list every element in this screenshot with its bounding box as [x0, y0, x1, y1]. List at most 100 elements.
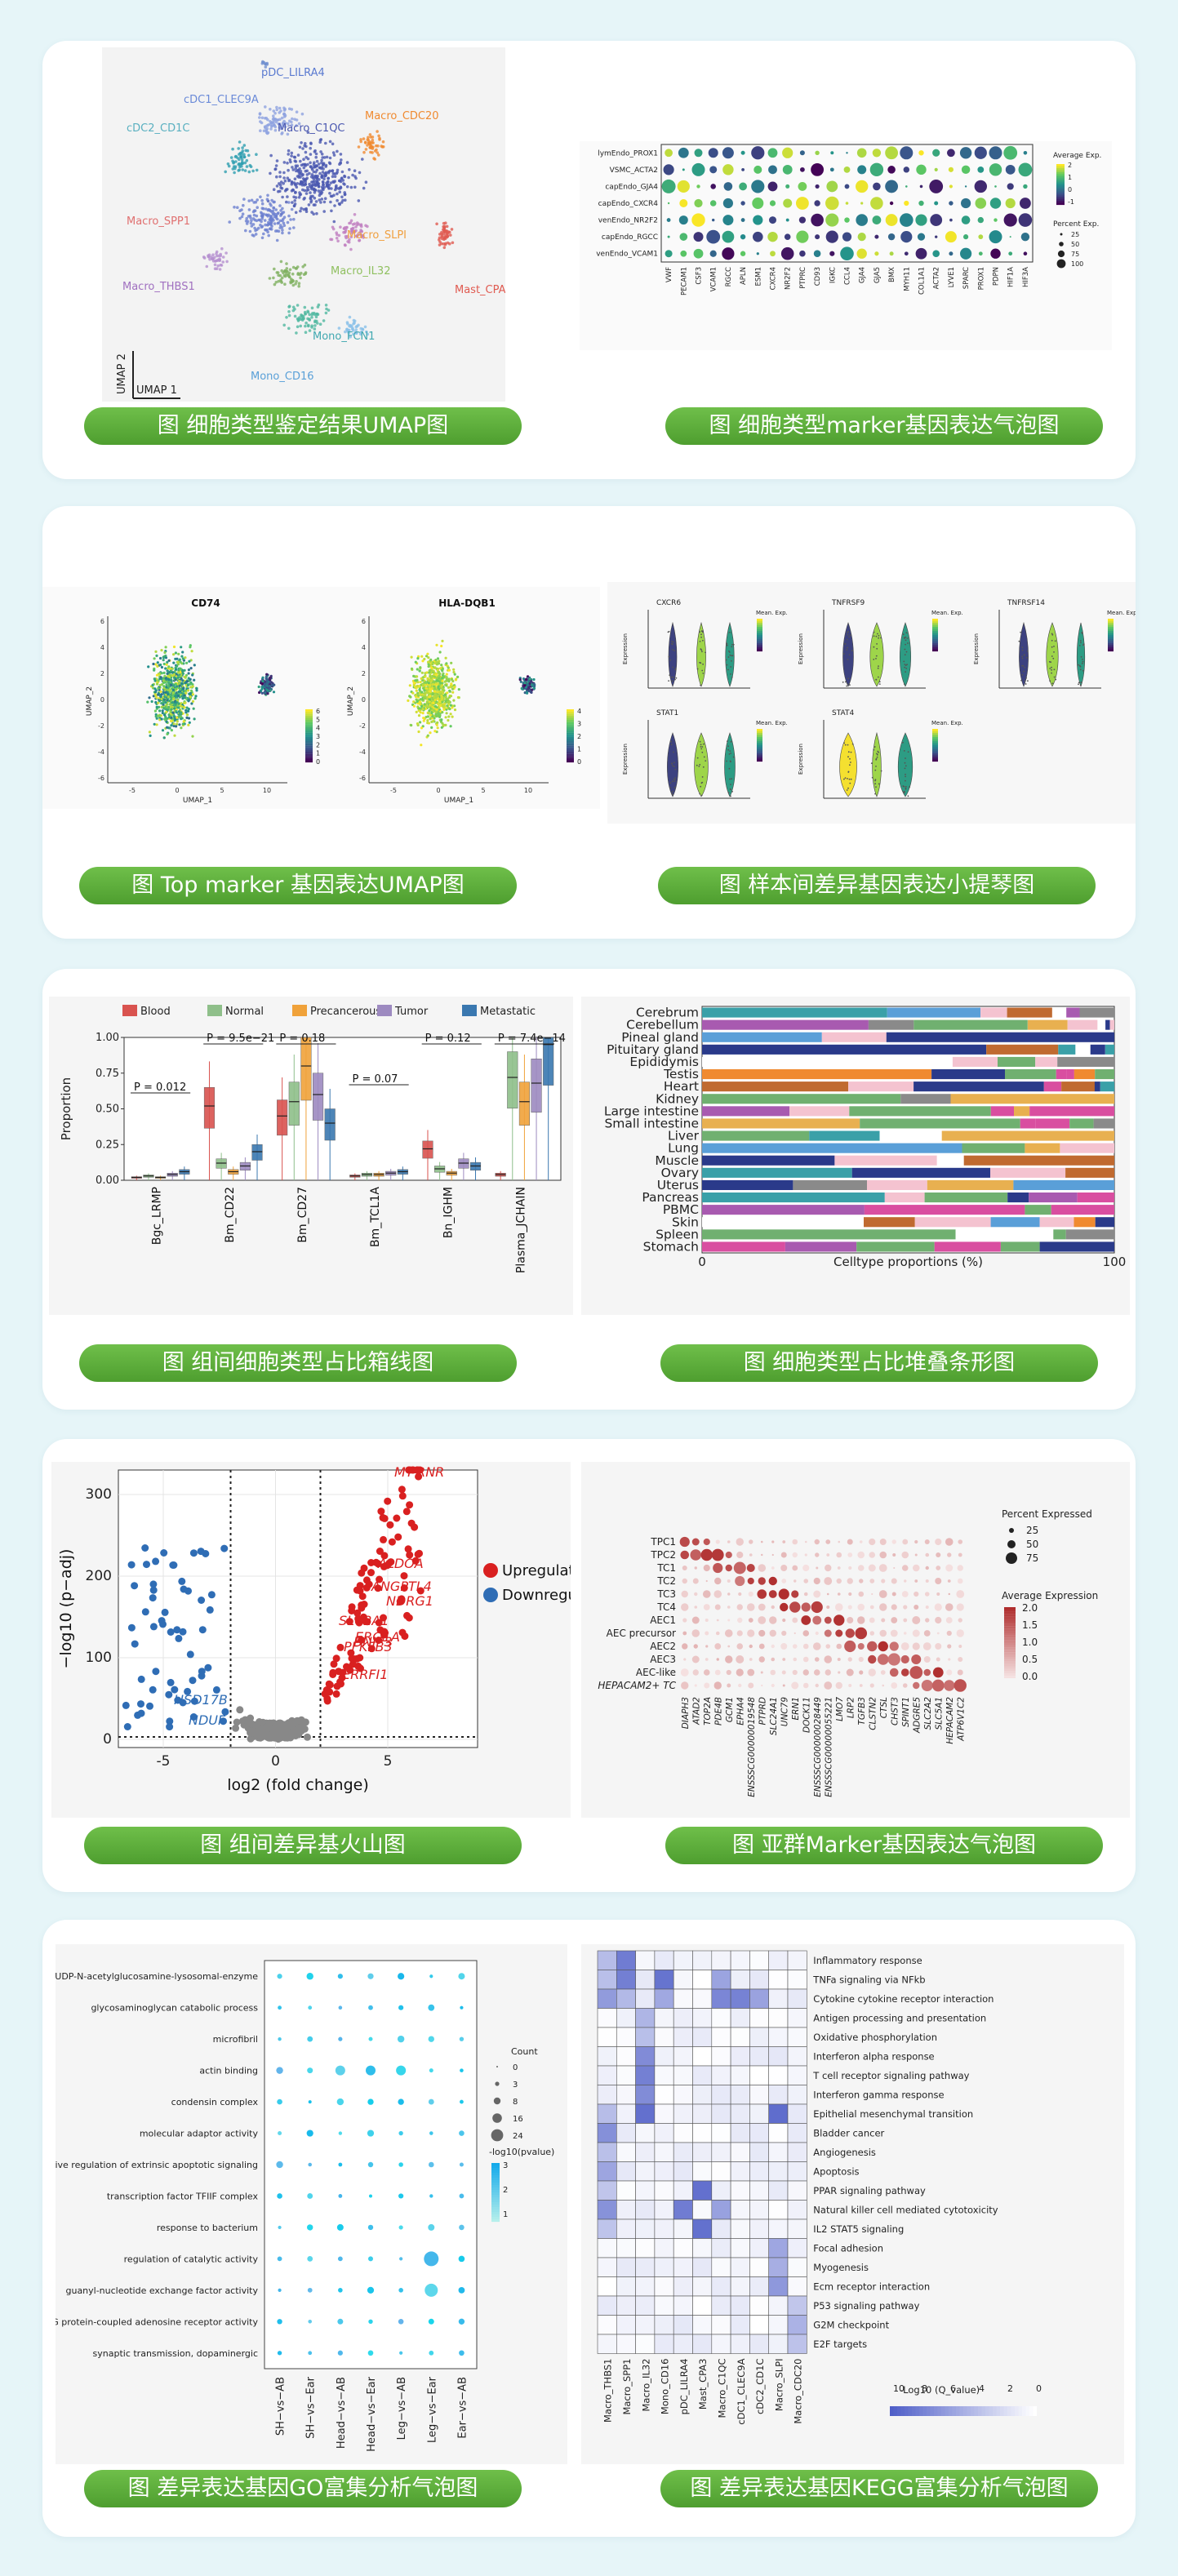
- box-rect: [203, 1087, 216, 1129]
- umap-cell-point: [304, 183, 307, 186]
- violin-point: [730, 666, 732, 668]
- volcano-x-tick: 5: [384, 1753, 393, 1770]
- umap-cell-point: [264, 65, 268, 69]
- umap-cell-point: [372, 157, 376, 160]
- box-rect: [324, 1108, 336, 1141]
- bubble-dot: [680, 250, 687, 257]
- bubble2-legend-gradient: [1004, 1637, 1016, 1641]
- feature-y-tick: 2: [362, 670, 366, 677]
- box-rect: [531, 1059, 542, 1113]
- kegg-cell: [730, 1950, 750, 1970]
- umap-cell-point: [353, 169, 357, 172]
- feature-cell-point: [154, 694, 158, 697]
- bubble2-dot: [682, 1566, 687, 1570]
- bubble2-dot: [826, 1592, 829, 1596]
- bubble-dot: [677, 180, 690, 193]
- kegg-cell: [635, 2161, 656, 2182]
- feature-scale-gradient: [305, 747, 313, 750]
- umap-cell-point: [224, 170, 227, 174]
- feature-cell-point: [441, 677, 444, 680]
- umap-cell-point: [247, 199, 251, 202]
- feature-cell-point: [152, 662, 155, 666]
- volcano-point: [178, 1577, 186, 1585]
- feature-x-tick: -5: [390, 787, 397, 794]
- bubble2-dot: [957, 1669, 963, 1676]
- umap-cell-point: [285, 267, 289, 270]
- bubble-row-label: lymEndo_PROX1: [598, 149, 658, 158]
- violin-point: [875, 757, 878, 760]
- go-dot: [459, 2350, 465, 2356]
- go-legend-gradient: [491, 2180, 500, 2183]
- violin-point: [671, 676, 673, 678]
- umap-cell-point: [300, 180, 304, 184]
- umap-cell-point: [291, 280, 294, 284]
- volcano-point: [173, 1626, 181, 1634]
- bubble2-dot: [771, 1683, 775, 1688]
- violin-shape: [897, 732, 914, 797]
- bubble-dot: [949, 251, 954, 256]
- go-legend-gradient: [491, 2212, 500, 2215]
- feature-cell-point: [414, 660, 417, 664]
- feature-cell-point: [160, 697, 163, 701]
- stack-plot-area: [701, 1006, 1115, 1254]
- umap-cell-point: [335, 171, 339, 175]
- umap-cell-point: [242, 203, 245, 207]
- umap-cell-point: [243, 161, 247, 165]
- kegg-cell: [711, 2295, 731, 2316]
- umap-cluster-label: Mono_CD16: [251, 371, 314, 383]
- violin-y-label: Expression: [622, 744, 629, 775]
- stack-segment: [793, 1179, 867, 1190]
- violin-point: [1051, 646, 1053, 648]
- violin-point: [849, 764, 851, 766]
- umap-cell-point: [295, 280, 298, 283]
- violin-point: [878, 634, 880, 637]
- violin-point: [1025, 677, 1027, 679]
- bubble2-dot: [736, 1643, 744, 1650]
- umap-cell-point: [301, 162, 305, 167]
- feature-title: CD74: [191, 597, 220, 609]
- caption-top-marker-umap: 图 Top marker 基因表达UMAP图: [79, 867, 517, 904]
- bubble2-dot: [903, 1632, 907, 1635]
- feature-cell-point: [163, 717, 167, 721]
- stack-segment: [1005, 1069, 1056, 1080]
- umap-cell-point: [349, 247, 353, 251]
- volcano-point: [236, 1706, 244, 1714]
- umap-cell-point: [313, 184, 318, 188]
- bubble2-dot: [946, 1630, 952, 1637]
- kegg-cell: [654, 2200, 674, 2220]
- feature-cell-point: [428, 700, 431, 704]
- umap-cell-point: [318, 322, 322, 326]
- feature-cell-point: [264, 691, 267, 695]
- kegg-cell: [730, 2142, 750, 2162]
- feature-cell-point: [178, 723, 181, 726]
- bubble2-dot: [835, 1629, 843, 1637]
- feature-cell-point: [431, 692, 434, 695]
- feature-cell-point: [422, 719, 425, 722]
- volcano-up-label: BNIP3: [353, 1634, 393, 1650]
- stack-tissue-label: Kidney: [656, 1091, 699, 1106]
- stack-tissue-label: Stomach: [643, 1239, 699, 1254]
- bubble2-dot: [891, 1592, 896, 1597]
- umap-cell-point: [257, 218, 260, 222]
- umap-cell-point: [213, 263, 217, 267]
- bubble-dot: [975, 198, 987, 209]
- feature-scale-tick: 2: [316, 741, 320, 748]
- violin-point: [671, 680, 673, 682]
- kegg-cell: [730, 2200, 750, 2220]
- feature-cell-point: [409, 695, 412, 699]
- bubble2-dot: [749, 1658, 753, 1661]
- volcano-point: [166, 1723, 174, 1731]
- violin-point: [729, 631, 731, 633]
- go-dot: [367, 2224, 374, 2231]
- umap-cell-point: [256, 198, 259, 202]
- bubble2-dot: [791, 1681, 799, 1690]
- violin-point: [674, 678, 676, 681]
- stack-segment: [848, 1081, 914, 1092]
- feature-scale-gradient: [305, 709, 313, 712]
- feature-cell-point: [447, 715, 451, 718]
- bubble-col-label: ACTA2: [933, 267, 941, 289]
- kegg-cell: [711, 2046, 731, 2067]
- kegg-cell: [730, 2027, 750, 2047]
- umap-cell-point: [205, 264, 209, 269]
- bubble-dot: [811, 162, 824, 176]
